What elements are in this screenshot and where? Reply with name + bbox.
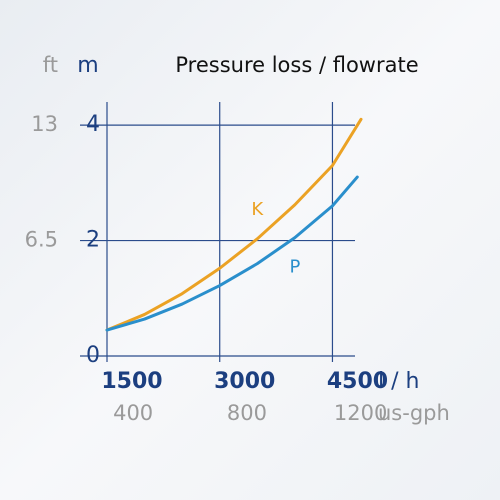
y-tick-label: 0 — [86, 343, 100, 368]
x-tick-label: 3000 — [214, 369, 275, 394]
x2-tick-label: 400 — [113, 401, 153, 425]
line — [105, 117, 363, 332]
y-tick-label: 2 — [86, 228, 100, 253]
chart-title: Pressure loss / flowrate — [175, 53, 418, 77]
x2-tick-label: 800 — [227, 401, 267, 425]
x2-tick-label: 1200 — [334, 401, 387, 425]
line — [105, 175, 359, 332]
series-label: P — [289, 257, 300, 278]
y-axis-label: m — [77, 53, 98, 78]
x-tick-label: 4500 — [327, 369, 388, 394]
x-axis-label: l / h — [378, 369, 419, 394]
x2-axis-label: us-gph — [378, 401, 450, 425]
y2-tick-label: 6.5 — [25, 228, 58, 252]
y-tick-label: 4 — [86, 112, 100, 137]
y2-tick-label: 13 — [31, 112, 58, 136]
x-tick-label: 1500 — [101, 369, 162, 394]
y2-axis-label: ft — [43, 53, 58, 77]
series-label: K — [251, 199, 264, 220]
